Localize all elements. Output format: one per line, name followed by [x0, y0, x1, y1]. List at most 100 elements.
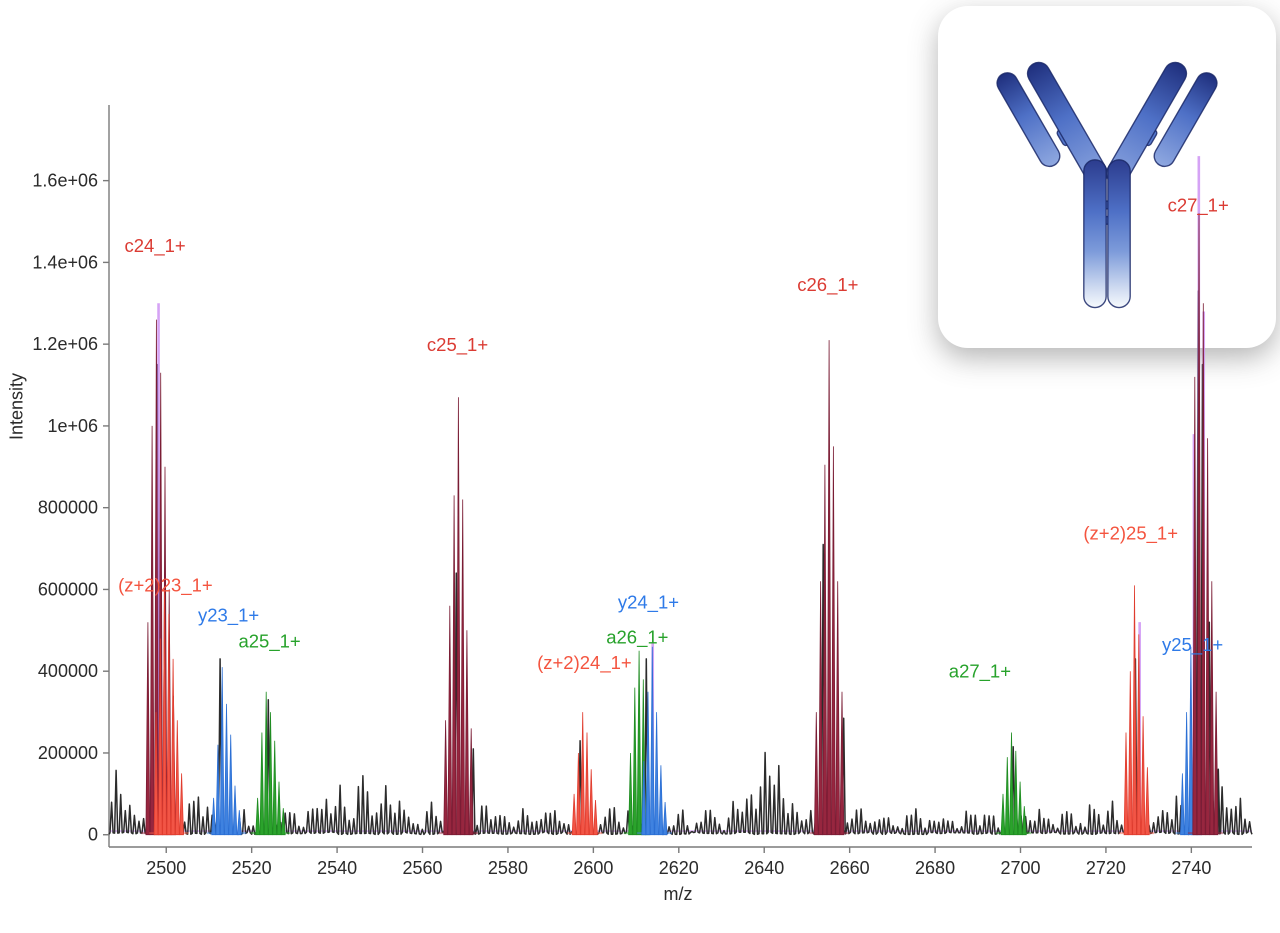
y-tick-label: 400000 — [38, 661, 98, 681]
ion-peak — [166, 613, 172, 836]
x-axis-title: m/z — [663, 884, 693, 904]
ion-peak — [1188, 646, 1194, 836]
ion-label-y25_1+: y25_1+ — [1162, 634, 1223, 656]
ion-peak — [236, 810, 242, 836]
ion-peak — [464, 630, 470, 836]
ion-peak — [460, 499, 466, 836]
ion-label-a25_1+: a25_1+ — [238, 630, 300, 652]
ion-cluster-c27_1+ — [1187, 213, 1223, 836]
x-tick-label: 2580 — [488, 858, 528, 878]
ion-peak — [658, 765, 664, 836]
ion-peak — [1021, 806, 1027, 836]
ion-cluster-y24_1+ — [636, 646, 672, 836]
ion-label-y24_1+: y24_1+ — [618, 592, 679, 614]
heavy-chain-left-stem — [1083, 159, 1107, 309]
ion-peak — [157, 638, 163, 836]
ion-peak — [263, 691, 269, 836]
ion-peak — [224, 703, 229, 836]
ion-peak — [1144, 767, 1150, 836]
x-tick-label: 2540 — [317, 858, 357, 878]
ion-cluster-(z+2)24_1+ — [567, 712, 603, 836]
y-tick-label: 200000 — [38, 743, 98, 763]
antibody-card — [938, 6, 1276, 348]
ion-peak — [1009, 732, 1014, 836]
x-tick-label: 2680 — [915, 858, 955, 878]
x-tick-label: 2500 — [146, 858, 186, 878]
ion-peak — [1205, 438, 1210, 836]
ion-peak — [255, 797, 261, 836]
ion-peak — [162, 589, 167, 836]
x-tick-label: 2700 — [1000, 858, 1040, 878]
heavy-chain-right-stem — [1107, 159, 1131, 309]
ion-cluster-a27_1+ — [996, 732, 1032, 836]
ion-peak — [276, 781, 282, 836]
ion-cluster-c26_1+ — [809, 340, 849, 836]
ion-peak — [1004, 757, 1010, 836]
ion-peak — [268, 712, 273, 836]
ion-peak — [1132, 585, 1137, 836]
ion-peak — [153, 712, 159, 836]
ion-peak — [1013, 750, 1019, 836]
ion-peak — [1200, 303, 1206, 836]
ion-peak — [645, 691, 651, 836]
ion-label-c26_1+: c26_1+ — [797, 274, 858, 296]
ion-peak — [149, 425, 155, 836]
ion-peak — [1000, 793, 1006, 836]
y-tick-label: 0 — [88, 825, 98, 845]
ion-peak — [1180, 773, 1185, 836]
x-tick-label: 2560 — [402, 858, 442, 878]
ion-peak — [588, 769, 594, 836]
y-tick-label: 800000 — [38, 498, 98, 518]
ion-peak — [468, 728, 474, 836]
ion-peak — [219, 667, 225, 836]
ion-peak — [1184, 712, 1190, 836]
x-tick-label: 2640 — [744, 858, 784, 878]
ion-peak — [170, 658, 176, 836]
ion-peak — [813, 712, 819, 836]
observed-spectrum-trace — [108, 290, 1253, 836]
ion-peak — [456, 397, 461, 836]
ion-peak — [641, 761, 647, 836]
ion-peak — [1123, 732, 1129, 836]
ion-label-(z+2)23_1+: (z+2)23_1+ — [118, 574, 213, 596]
x-tick-label: 2520 — [232, 858, 272, 878]
ion-label-a27_1+: a27_1+ — [949, 660, 1011, 682]
ion-peak — [280, 808, 286, 836]
x-tick-label: 2660 — [830, 858, 870, 878]
ion-peak — [571, 793, 577, 836]
y-tick-label: 1.6e+06 — [32, 171, 98, 191]
ion-label-(z+2)25_1+: (z+2)25_1+ — [1083, 523, 1178, 545]
ion-peak — [1209, 581, 1215, 836]
ion-peak — [839, 691, 845, 836]
x-tick-label: 2740 — [1171, 858, 1211, 878]
ion-peak — [826, 340, 832, 836]
ion-peak — [1017, 781, 1023, 836]
ion-label-(z+2)24_1+: (z+2)24_1+ — [537, 652, 632, 674]
ion-label-c24_1+: c24_1+ — [125, 235, 186, 257]
ion-peak — [179, 773, 184, 836]
ion-cluster-y23_1+ — [206, 667, 247, 836]
y-tick-label: 1.4e+06 — [32, 252, 98, 272]
ion-peak — [584, 732, 590, 836]
ion-peak — [174, 720, 180, 836]
ion-peak — [272, 740, 278, 836]
x-tick-label: 2600 — [573, 858, 613, 878]
ion-peak — [211, 797, 217, 836]
ion-cluster-a25_1+ — [250, 691, 291, 836]
ion-peak — [1213, 691, 1219, 836]
ion-cluster-(z+2)23_1+ — [149, 589, 189, 836]
ion-peak — [1192, 376, 1198, 836]
ion-label-y23_1+: y23_1+ — [198, 604, 259, 626]
ion-peak — [662, 801, 668, 836]
ion-peak — [228, 734, 234, 836]
ion-label-c25_1+: c25_1+ — [427, 334, 488, 356]
ion-peak — [822, 464, 828, 836]
ion-label-a26_1+: a26_1+ — [606, 626, 668, 648]
x-tick-label: 2720 — [1086, 858, 1126, 878]
ion-peak — [1127, 671, 1133, 836]
x-tick-label: 2620 — [659, 858, 699, 878]
ion-peak — [451, 495, 457, 836]
